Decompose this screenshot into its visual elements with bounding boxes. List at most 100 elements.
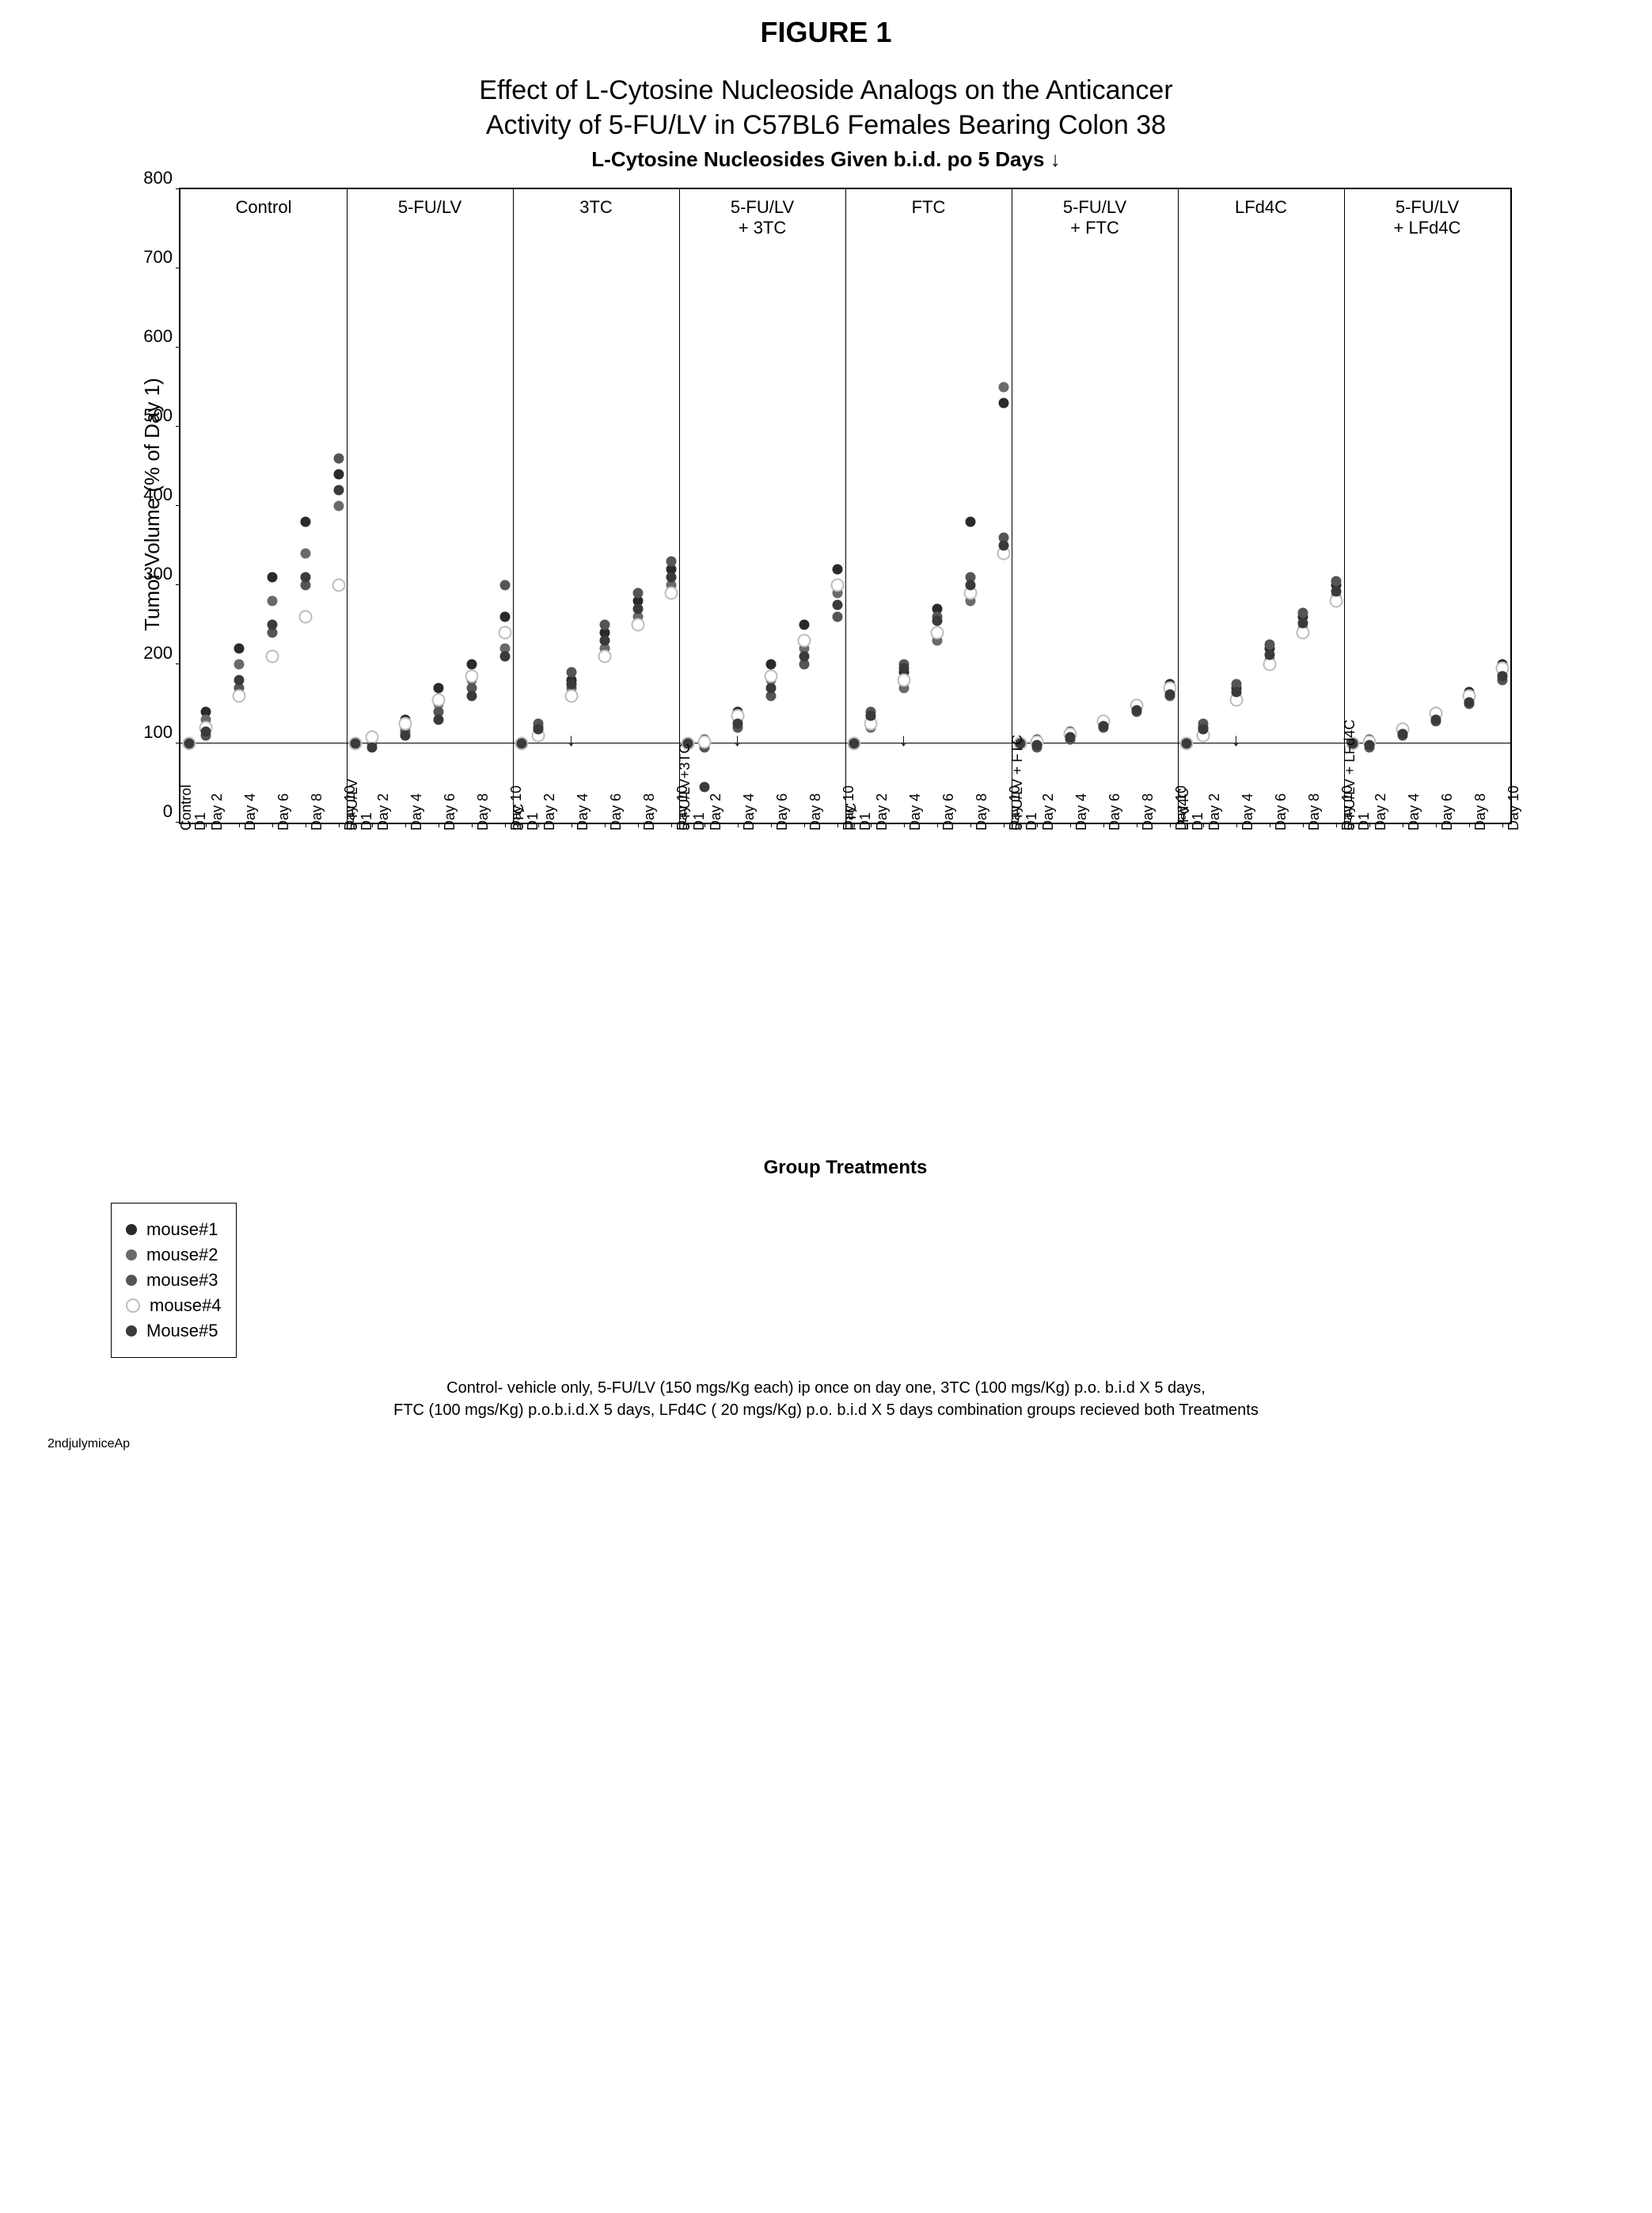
x-tick-label: Day 6 — [275, 793, 292, 831]
data-point — [200, 727, 211, 737]
subtitle: L-Cytosine Nucleosides Given b.i.d. po 5… — [479, 147, 1172, 172]
data-point — [1264, 640, 1274, 650]
data-point — [516, 739, 526, 749]
footer-text: Control- vehicle only, 5-FU/LV (150 mgs/… — [393, 1377, 1259, 1421]
data-point — [533, 724, 543, 735]
data-point — [333, 470, 344, 480]
legend-label: mouse#4 — [150, 1295, 222, 1316]
data-point — [1264, 650, 1274, 660]
plot-wrap: Control5-FU/LV3TC↓5-FU/LV + 3TC↓FTC↓5-FU… — [179, 188, 1512, 1179]
data-point — [267, 572, 277, 583]
legend-item: Mouse#5 — [126, 1321, 222, 1341]
data-point — [499, 652, 510, 662]
x-group-label: FTC — [843, 803, 860, 831]
data-point — [1297, 608, 1308, 618]
data-point — [632, 604, 643, 614]
legend-marker-icon — [126, 1275, 137, 1286]
chart-panel: Control — [180, 189, 347, 823]
data-point — [1065, 732, 1075, 743]
legend: mouse#1 mouse#2 mouse#3 mouse#4 Mouse#5 — [111, 1203, 237, 1358]
x-group-label: 5-FU/LV+3TC — [677, 743, 693, 831]
data-point — [830, 579, 844, 592]
x-tick-label: Day 8 — [309, 793, 325, 831]
data-point — [1031, 740, 1042, 751]
x-tick-label: Day 4 — [1073, 793, 1090, 831]
data-point — [930, 626, 944, 640]
x-group-label: 5-FU/LV + FTC — [1009, 735, 1026, 831]
data-point — [267, 596, 277, 606]
data-point — [333, 454, 344, 464]
data-point — [832, 565, 842, 575]
legend-marker-icon — [126, 1249, 137, 1260]
data-point — [732, 719, 742, 729]
panel-label: 3TC — [513, 197, 679, 217]
data-point — [333, 485, 344, 496]
x-tick-label: Day 8 — [974, 793, 990, 831]
x-tick-label: Day 6 — [1273, 793, 1289, 831]
data-point — [699, 782, 709, 793]
data-point — [765, 660, 776, 670]
data-point — [332, 579, 345, 592]
chart-panel: 3TC ↓ — [513, 189, 680, 823]
x-group-label: 5-FU/LV — [344, 779, 361, 831]
title-line-1: Effect of L-Cytosine Nucleoside Analogs … — [479, 73, 1172, 108]
data-point — [300, 572, 310, 583]
data-point — [300, 549, 310, 559]
subtitle-arrow-icon: ↓ — [1050, 147, 1061, 171]
subtitle-text: L-Cytosine Nucleosides Given b.i.d. po 5… — [591, 147, 1044, 171]
legend-item: mouse#3 — [126, 1270, 222, 1291]
x-tick-label: Day 6 — [1439, 793, 1456, 831]
x-tick-label: Day 4 — [575, 793, 591, 831]
dose-arrow-icon: ↓ — [567, 730, 575, 751]
footer-line-1: Control- vehicle only, 5-FU/LV (150 mgs/… — [393, 1377, 1259, 1399]
x-tick-label: Day 4 — [741, 793, 758, 831]
legend-label: mouse#3 — [146, 1270, 218, 1291]
data-point — [1297, 618, 1308, 629]
x-tick-label: Day 2 — [541, 793, 558, 831]
data-point — [1198, 724, 1208, 735]
legend-item: mouse#1 — [126, 1219, 222, 1240]
x-tick-label: Day 2 — [209, 793, 226, 831]
data-point — [697, 736, 711, 749]
x-tick-label: Day 4 — [242, 793, 259, 831]
data-point — [350, 739, 360, 749]
data-point — [1164, 690, 1175, 700]
panel-label: 5-FU/LV + LFd4C — [1344, 197, 1510, 238]
data-point — [799, 620, 809, 630]
panel-label: 5-FU/LV + 3TC — [679, 197, 845, 238]
x-tick-label: Day 2 — [874, 793, 891, 831]
data-point — [398, 717, 412, 731]
dose-arrow-icon: ↓ — [899, 730, 908, 751]
legend-item: mouse#2 — [126, 1245, 222, 1265]
title-block: Effect of L-Cytosine Nucleoside Analogs … — [479, 73, 1172, 172]
chart-row: Tumor Volume (% of Day 1) 01002003004005… — [16, 188, 1636, 1179]
x-tick-label: Day 6 — [442, 793, 458, 831]
chart-panel: 5-FU/LV + FTC — [1012, 189, 1179, 823]
data-point — [1397, 729, 1407, 740]
data-point — [234, 675, 244, 686]
plot-area: Control5-FU/LV3TC↓5-FU/LV + 3TC↓FTC↓5-FU… — [179, 188, 1512, 824]
data-point — [234, 644, 244, 654]
x-tick-label: Day 8 — [1472, 793, 1489, 831]
x-tick-label: Day 8 — [1140, 793, 1156, 831]
x-tick-label: Day 8 — [475, 793, 492, 831]
figure-container: FIGURE 1 Effect of L-Cytosine Nucleoside… — [16, 16, 1636, 1451]
x-tick-label: Day 2 — [1040, 793, 1057, 831]
x-tick-label: Day 4 — [1240, 793, 1256, 831]
title-line-2: Activity of 5-FU/LV in C57BL6 Females Be… — [479, 108, 1172, 143]
data-point — [898, 664, 909, 674]
x-tick-label: Day 8 — [807, 793, 824, 831]
data-point — [1181, 739, 1191, 749]
data-point — [1364, 740, 1374, 751]
data-point — [1331, 587, 1341, 597]
panel-label: 5-FU/LV + FTC — [1012, 197, 1178, 238]
x-group-label: Control — [178, 785, 195, 831]
data-point — [832, 612, 842, 622]
data-point — [300, 517, 310, 527]
chart-content: Effect of L-Cytosine Nucleoside Analogs … — [16, 65, 1636, 1451]
x-group-label: 5-FU/LV + LFd4C — [1342, 720, 1358, 831]
chart-panel: FTC↓ — [845, 189, 1012, 823]
data-point — [1131, 705, 1141, 716]
x-tick-label: Day 4 — [907, 793, 924, 831]
data-point — [499, 580, 510, 591]
